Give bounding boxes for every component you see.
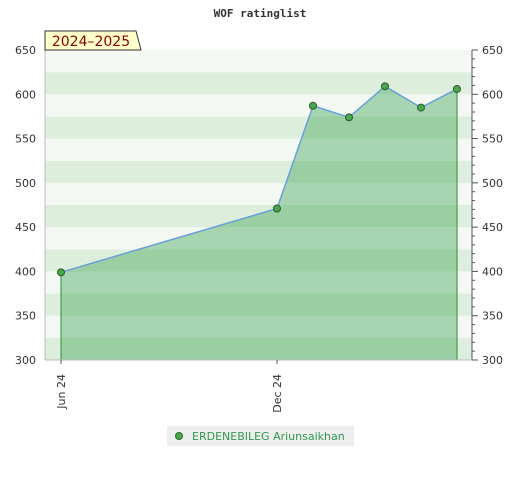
data-point (417, 103, 425, 112)
grid-band (45, 227, 472, 250)
y-tick-label-right: 600 (482, 88, 503, 101)
legend: ERDENEBILEG Ariunsaikhan (167, 426, 354, 446)
y-tick-label-left: 450 (15, 221, 36, 234)
grid-band (45, 337, 472, 360)
grid-band (45, 205, 472, 228)
data-point (273, 204, 281, 213)
series-area (60, 86, 458, 361)
season-badge: 2024–2025 (44, 30, 142, 51)
x-axis: Jun 24 Dec 24 (45, 359, 472, 413)
legend-box (167, 426, 354, 446)
series-markers (57, 82, 461, 277)
y-tick-label-right: 300 (482, 354, 503, 367)
grid-band (45, 249, 472, 272)
plot-background-bands (45, 50, 472, 360)
y-tick-label-left: 350 (15, 310, 36, 323)
y-tick-label-left: 550 (15, 133, 36, 146)
data-point (57, 268, 65, 277)
y-tick-label-right: 350 (482, 310, 503, 323)
season-badge-shape (44, 30, 142, 51)
grid-band (45, 116, 472, 139)
grid-band (45, 293, 472, 316)
y-axis-left: 300 350 400 450 500 550 600 650 (15, 44, 46, 367)
y-tick-label-left: 300 (15, 354, 36, 367)
y-tick-label-left: 650 (15, 44, 36, 57)
season-badge-text: 2024–2025 (52, 34, 130, 50)
grid-band (45, 50, 472, 73)
data-point (381, 82, 389, 91)
data-point (345, 113, 353, 122)
grid-band (45, 160, 472, 183)
series-area-fill (61, 86, 457, 361)
y-tick-label-left: 600 (15, 88, 36, 101)
grid-band (45, 72, 472, 95)
y-axis-right: 300 350 400 450 500 550 600 650 (471, 44, 503, 367)
chart-title: WOF ratinglist (214, 7, 307, 20)
y-tick-label-right: 550 (482, 133, 503, 146)
grid-band (45, 315, 472, 338)
y-tick-label-right: 450 (482, 221, 503, 234)
legend-label: ERDENEBILEG Ariunsaikhan (192, 430, 345, 443)
y-tick-label-right: 400 (482, 265, 503, 278)
y-tick-label-right: 500 (482, 177, 503, 190)
y-tick-label-left: 400 (15, 265, 36, 278)
grid-band (45, 138, 472, 161)
data-point (453, 84, 461, 93)
grid-band (45, 94, 472, 117)
grid-band (45, 271, 472, 294)
grid-band (45, 182, 472, 205)
x-tick-label: Jun 24 (55, 374, 68, 410)
y-tick-label-left: 500 (15, 177, 36, 190)
legend-marker (175, 432, 183, 440)
x-tick-label: Dec 24 (271, 374, 284, 413)
y-tick-label-right: 650 (482, 44, 503, 57)
data-point (309, 101, 317, 110)
